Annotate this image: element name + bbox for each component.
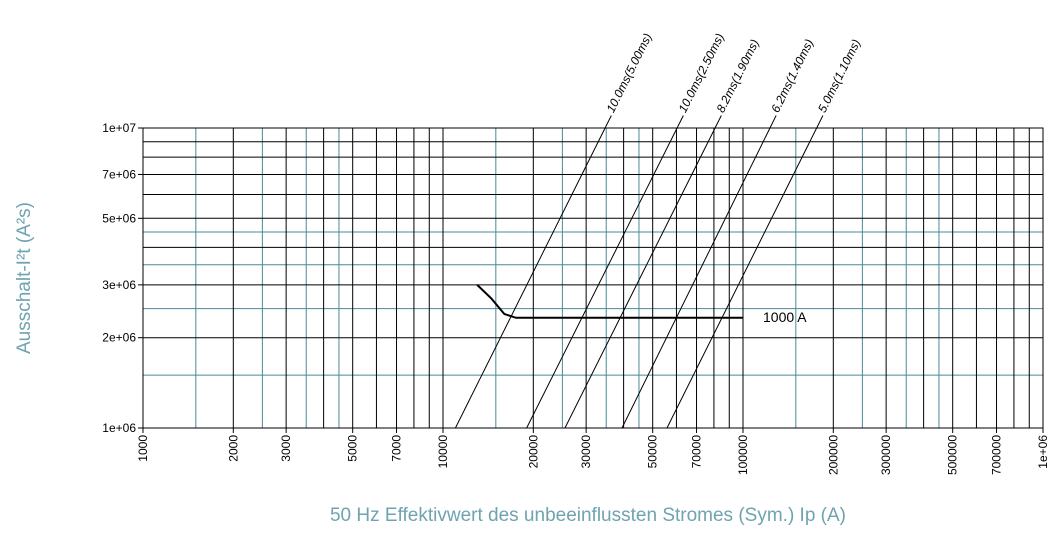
series-line-extension (816, 115, 824, 129)
x-tick-label: 300000 (879, 435, 893, 475)
series-line (666, 127, 818, 429)
series-line (621, 127, 771, 429)
x-tick-label: 7000 (390, 435, 404, 462)
x-tick-label: 5000 (346, 435, 360, 462)
series-line-extension (714, 115, 722, 129)
y-axis-title: Ausschalt-I²t (A²s) (14, 202, 35, 354)
series-line-extension (676, 115, 684, 129)
x-tick-label: 200000 (826, 435, 840, 475)
y-tick-label: 5e+06 (102, 211, 136, 225)
y-tick-label: 1e+07 (102, 121, 136, 135)
plot-border (142, 127, 1044, 429)
x-tick-label: 1000 (136, 435, 150, 462)
y-tick-label: 1e+06 (102, 421, 136, 435)
series-label: 5.0ms(1.10ms) (815, 37, 863, 115)
series-line-extension (769, 115, 777, 129)
series-label: 1000 A (763, 309, 807, 325)
x-tick-label: 1e+06 (1036, 435, 1050, 469)
x-tick-label: 100000 (736, 435, 750, 475)
x-tick-label: 700000 (990, 435, 1004, 475)
x-tick-label: 70000 (690, 435, 704, 469)
y-tick-label: 2e+06 (102, 331, 136, 345)
y-tick-label: 7e+06 (102, 167, 136, 181)
series-label: 6.2ms(1.40ms) (768, 37, 816, 115)
series-line-extension (604, 115, 612, 129)
x-axis-title: 50 Hz Effektivwert des unbeeinflussten S… (330, 505, 846, 526)
series-line (476, 284, 743, 319)
series-line (454, 127, 606, 429)
y-tick-label: 3e+06 (102, 278, 136, 292)
x-tick-label: 2000 (226, 435, 240, 462)
x-tick-label: 50000 (646, 435, 660, 469)
x-tick-label: 10000 (436, 435, 450, 469)
series-label: 10.0ms(5.00ms) (604, 31, 655, 115)
x-tick-label: 30000 (579, 435, 593, 469)
series-line (526, 127, 678, 429)
x-tick-label: 3000 (279, 435, 293, 462)
x-tick-label: 500000 (946, 435, 960, 475)
series-line (564, 127, 716, 429)
x-tick-label: 20000 (526, 435, 540, 469)
